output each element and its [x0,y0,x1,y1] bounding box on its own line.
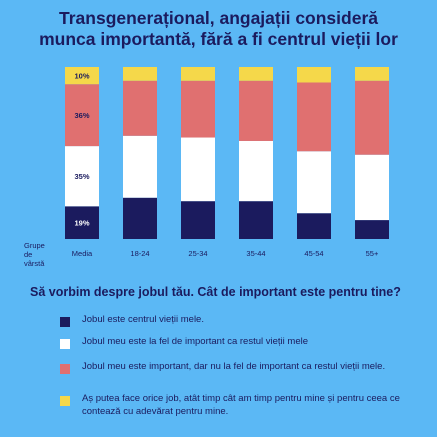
bar-segment-55-s2 [355,80,389,155]
data-label-s1: 35% [74,172,89,181]
bar-segment-3544-s0 [239,201,273,239]
bar-segment-3544-s1 [239,140,273,202]
bar-segment-1824-s2 [123,80,157,136]
bar-segment-2534-s2 [181,80,215,138]
chart-title: Transgenerațional, angajații consideră m… [0,8,437,50]
legend-label-less: Jobul meu este important, dar nu la fel … [82,361,386,372]
bar-segment-55-s0 [355,220,389,239]
legend-label-central: Jobul este centrul vieții mele. [82,314,204,325]
category-label-2534: 25-34 [188,249,207,258]
bar-segment-55-s1 [355,154,389,221]
bar-segment-3544-s2 [239,80,273,141]
bar-segment-1824-s3 [123,67,157,81]
bar-segment-3544-s3 [239,67,273,81]
axis-label-word-0: Grupe [24,241,45,250]
axis-label-word-1: de [24,250,32,259]
category-label-3544: 35-44 [246,249,265,258]
category-label-1824: 18-24 [130,249,149,258]
bar-segment-2534-s3 [181,67,215,81]
data-label-s0: 19% [74,219,89,228]
bar-segment-2534-s1 [181,137,215,202]
chart-title-line2: munca importantă, fără a fi centrul vieț… [39,29,398,49]
bar-segment-media-s0 [65,206,99,239]
category-label-media: Media [72,249,93,258]
bar-segment-4554-s3 [297,67,331,83]
legend-swatch-coral [60,364,70,374]
axis-label-word-2: vârstă [24,259,45,268]
data-label-s3: 10% [74,72,89,81]
chart-title-line1: Transgenerațional, angajații consideră [59,8,378,28]
bar-segment-media-s3 [65,67,99,85]
bar-segment-4554-s2 [297,82,331,152]
bar-segment-media-s1 [65,146,99,207]
legend-swatch-yellow [60,396,70,406]
category-label-4554: 45-54 [304,249,323,258]
bar-segment-1824-s0 [123,197,157,239]
bar-segment-2534-s0 [181,201,215,239]
legend-swatch-navy [60,317,70,327]
bar-segment-media-s2 [65,84,99,147]
legend-label-equal: Jobul meu este la fel de important ca re… [82,336,308,347]
bar-segment-4554-s0 [297,213,331,239]
category-label-55: 55+ [366,249,379,258]
bar-segment-1824-s1 [123,135,157,198]
bar-segment-55-s3 [355,67,389,81]
data-label-s2: 36% [74,111,89,120]
stacked-bar-chart: 19% 35% 36% 10% Media 18-24 25-34 35-44 45-54 55+… [24,67,389,268]
legend-swatch-white [60,339,70,349]
bar-segment-4554-s1 [297,151,331,214]
legend-label-any-job: Aș putea face orice job, atât timp cât a… [82,393,400,417]
survey-question: Să vorbim despre jobul tău. Cât de impor… [30,285,401,299]
